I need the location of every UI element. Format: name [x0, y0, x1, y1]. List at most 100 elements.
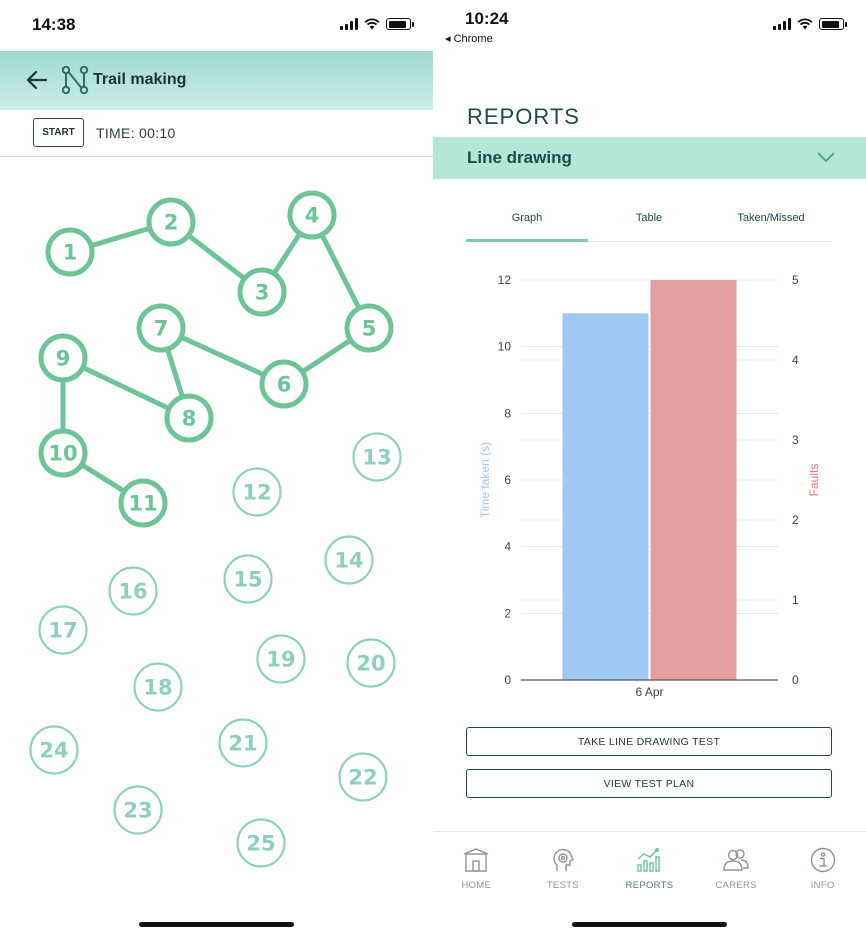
tabbar-label: HOME — [461, 880, 492, 891]
y2-tick-label: 0 — [792, 673, 799, 687]
trail-node-9[interactable]: 9 — [38, 333, 88, 383]
trail-node-2[interactable]: 2 — [146, 197, 196, 247]
tabbar-label: TESTS — [546, 880, 579, 891]
y2-axis-label: Faults — [807, 464, 821, 497]
trail-node-label: 12 — [242, 481, 271, 505]
tabbar-label: INFO — [810, 880, 835, 891]
battery-icon — [819, 18, 847, 30]
tabbar-item-info[interactable]: INFO — [779, 832, 866, 906]
chevron-down-icon[interactable] — [816, 150, 836, 164]
trail-node-circle — [38, 333, 88, 383]
report-tabs: Graph Table Taken/Missed — [466, 200, 832, 242]
trail-node-label: 4 — [305, 204, 320, 228]
tab-graph[interactable]: Graph — [466, 200, 588, 242]
trail-node-10[interactable]: 10 — [38, 428, 88, 478]
trail-node-label: 18 — [143, 676, 172, 700]
trail-node-label: 1 — [63, 241, 78, 265]
trail-node-circle — [29, 725, 79, 775]
trail-node-7[interactable]: 7 — [136, 303, 186, 353]
trail-node-circle — [133, 662, 183, 712]
home-icon — [464, 848, 489, 872]
trail-node-circle — [256, 634, 306, 684]
trail-node-24[interactable]: 24 — [29, 725, 79, 775]
view-test-plan-button[interactable]: VIEW TEST PLAN — [466, 769, 832, 798]
trail-node-circle — [344, 303, 394, 353]
trail-node-5[interactable]: 5 — [344, 303, 394, 353]
trail-node-16[interactable]: 16 — [108, 566, 158, 616]
trail-node-label: 25 — [246, 832, 275, 856]
trail-node-circle — [346, 638, 396, 688]
trail-node-25[interactable]: 25 — [236, 818, 286, 868]
trail-node-22[interactable]: 22 — [338, 752, 388, 802]
tabbar-item-carers[interactable]: CARERS — [693, 832, 780, 906]
y-tick-label: 2 — [504, 606, 511, 620]
trail-node-label: 14 — [334, 549, 363, 573]
trail-node-21[interactable]: 21 — [218, 718, 268, 768]
y2-tick-label: 2 — [792, 513, 799, 527]
trail-node-11[interactable]: 11 — [118, 478, 168, 528]
trail-node-17[interactable]: 17 — [38, 605, 88, 655]
y2-tick-label: 4 — [792, 353, 799, 367]
trail-node-18[interactable]: 18 — [133, 662, 183, 712]
trail-node-14[interactable]: 14 — [324, 535, 374, 585]
trail-node-6[interactable]: 6 — [259, 359, 309, 409]
trail-node-23[interactable]: 23 — [113, 785, 163, 835]
trail-node-19[interactable]: 19 — [256, 634, 306, 684]
start-button[interactable]: START — [33, 118, 84, 147]
trail-node-label: 13 — [362, 446, 391, 470]
trail-node-12[interactable]: 12 — [232, 467, 282, 517]
test-selector-accordion[interactable]: Line drawing — [433, 137, 866, 179]
trail-node-3[interactable]: 3 — [237, 267, 287, 317]
test-toolbar: START TIME: 00:10 — [0, 110, 433, 157]
trail-node-label: 9 — [56, 347, 71, 371]
trail-node-15[interactable]: 15 — [223, 554, 273, 604]
trail-node-label: 21 — [228, 732, 257, 756]
take-test-button[interactable]: TAKE LINE DRAWING TEST — [466, 727, 832, 756]
trail-node-label: 3 — [255, 281, 270, 305]
y2-tick-label: 3 — [792, 433, 799, 447]
trail-node-4[interactable]: 4 — [287, 190, 337, 240]
signal-icon — [773, 18, 791, 30]
trail-node-circle — [108, 566, 158, 616]
trail-node-label: 17 — [48, 619, 77, 643]
battery-icon — [386, 18, 414, 30]
back-arrow-icon[interactable] — [24, 67, 50, 93]
trail-node-circle — [232, 467, 282, 517]
tab-table[interactable]: Table — [635, 212, 663, 224]
trail-node-circle — [118, 478, 168, 528]
tabbar-item-reports[interactable]: REPORTS — [606, 832, 693, 906]
trail-node-13[interactable]: 13 — [352, 432, 402, 482]
trail-node-circle — [352, 432, 402, 482]
trail-node-label: 7 — [154, 317, 169, 341]
trail-node-1[interactable]: 1 — [45, 227, 95, 277]
trail-node-circle — [113, 785, 163, 835]
trail-node-circle — [136, 303, 186, 353]
status-bar: 10:24 ◂ Chrome — [433, 0, 866, 50]
tab-taken-missed[interactable]: Taken/Missed — [737, 212, 805, 224]
trail-node-label: 20 — [356, 652, 385, 676]
status-bar: 14:38 — [0, 0, 433, 50]
trail-node-circle — [259, 359, 309, 409]
trail-node-circle — [237, 267, 287, 317]
y-tick-label: 8 — [504, 406, 511, 420]
trail-node-circle — [38, 605, 88, 655]
trail-node-circle — [324, 535, 374, 585]
home-indicator[interactable] — [139, 922, 294, 927]
signal-icon — [340, 18, 358, 30]
trail-node-circle — [164, 393, 214, 443]
tabbar-item-home[interactable]: HOME — [433, 832, 520, 906]
tabbar-label: REPORTS — [625, 880, 674, 891]
accordion-label: Line drawing — [467, 148, 572, 167]
trail-node-label: 5 — [362, 317, 377, 341]
trail-connections — [60, 212, 372, 506]
back-to-app-link[interactable]: ◂ Chrome — [445, 33, 493, 45]
bar-time-taken[interactable] — [562, 313, 649, 680]
trail-node-8[interactable]: 8 — [164, 393, 214, 443]
trail-node-label: 16 — [118, 580, 147, 604]
trail-node-20[interactable]: 20 — [346, 638, 396, 688]
bar-faults[interactable] — [650, 280, 737, 680]
home-indicator[interactable] — [572, 922, 727, 927]
tabbar-item-tests[interactable]: TESTS — [520, 832, 607, 906]
